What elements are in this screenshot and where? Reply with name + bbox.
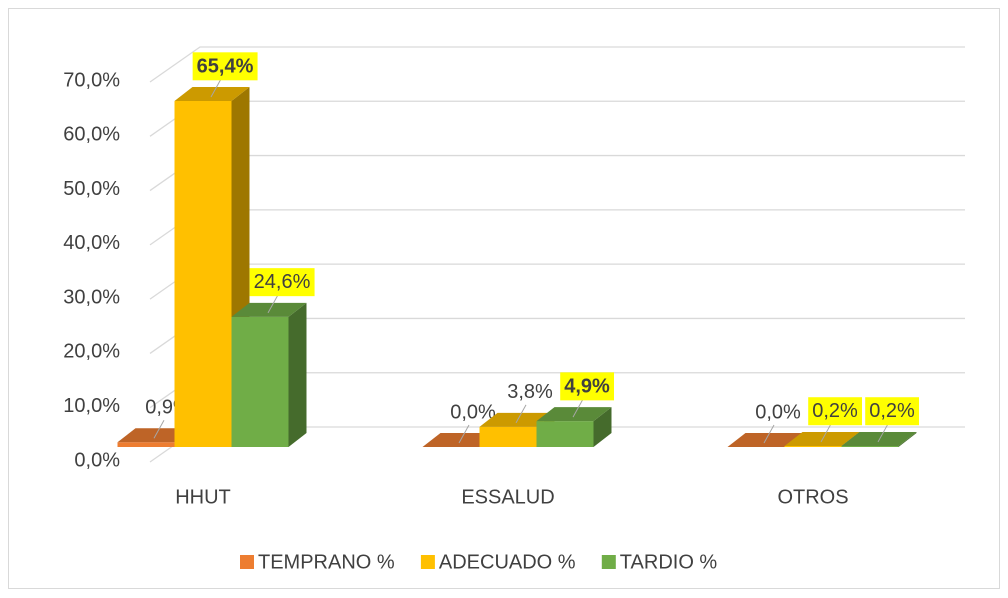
chart-frame — [8, 8, 1000, 589]
bar-face — [117, 442, 175, 447]
bar-face — [231, 316, 289, 447]
bar — [422, 433, 498, 447]
legend-swatch — [420, 555, 435, 569]
legend-swatch — [601, 555, 616, 569]
grid-line — [149, 46, 965, 83]
leader-line — [210, 78, 222, 98]
leader-line — [267, 294, 279, 314]
y-tick-label: 0,0% — [74, 449, 120, 471]
leader-line — [572, 398, 584, 418]
y-tick-label: 20,0% — [63, 341, 120, 363]
bar-face — [479, 426, 537, 447]
y-tick-label: 70,0% — [63, 69, 120, 91]
leader-line — [515, 404, 527, 424]
bar-face — [479, 412, 555, 427]
legend-swatch — [240, 555, 254, 569]
data-label-bg — [560, 372, 615, 401]
leader-line — [763, 424, 775, 444]
bar — [841, 431, 917, 447]
bar-face — [841, 431, 917, 446]
bar-face — [841, 445, 899, 447]
bar-face — [174, 101, 232, 447]
legend-label: TARDIO % — [620, 551, 718, 573]
data-label-bg — [865, 397, 920, 426]
leader-line — [877, 423, 889, 443]
data-label-bg — [808, 397, 863, 426]
data-label: 3,8% — [507, 381, 553, 403]
bar-face — [174, 87, 250, 102]
bar-face — [422, 433, 498, 447]
bar-face — [593, 407, 612, 447]
y-tick-label: 30,0% — [63, 286, 120, 308]
data-label: 24,6% — [254, 271, 311, 293]
data-label: 4,9% — [564, 375, 610, 397]
bar — [536, 407, 612, 447]
y-tick-label: 10,0% — [63, 395, 120, 417]
y-tick-label: 60,0% — [63, 124, 120, 146]
bar-face — [727, 433, 803, 447]
bar — [231, 302, 307, 447]
leader-line — [153, 419, 165, 439]
x-tick-label: ESSALUD — [461, 486, 554, 508]
bar-face — [784, 445, 842, 447]
bar-face — [288, 302, 307, 447]
data-label: 0,2% — [869, 400, 915, 422]
bar-face — [898, 431, 917, 447]
bar-face — [117, 428, 193, 443]
x-tick-label: HHUT — [175, 486, 231, 508]
y-tick-label: 50,0% — [63, 178, 120, 200]
data-label: 0,0% — [755, 401, 801, 423]
bar-face — [231, 302, 307, 317]
leader-line — [458, 424, 470, 444]
data-label: 65,4% — [197, 55, 254, 77]
data-label-bg — [192, 52, 258, 81]
data-label: 0,0% — [450, 401, 496, 423]
leader-line — [820, 423, 832, 443]
legend-label: ADECUADO % — [439, 551, 576, 573]
legend-label: TEMPRANO % — [258, 551, 395, 573]
data-label: 0,2% — [812, 400, 858, 422]
data-label-bg — [249, 268, 315, 297]
bar — [174, 87, 250, 447]
bar-face — [784, 431, 860, 446]
bar-face — [536, 421, 594, 447]
bar — [727, 433, 803, 447]
x-tick-label: OTROS — [777, 486, 848, 508]
bar-face — [536, 407, 612, 422]
y-tick-label: 40,0% — [63, 232, 120, 254]
